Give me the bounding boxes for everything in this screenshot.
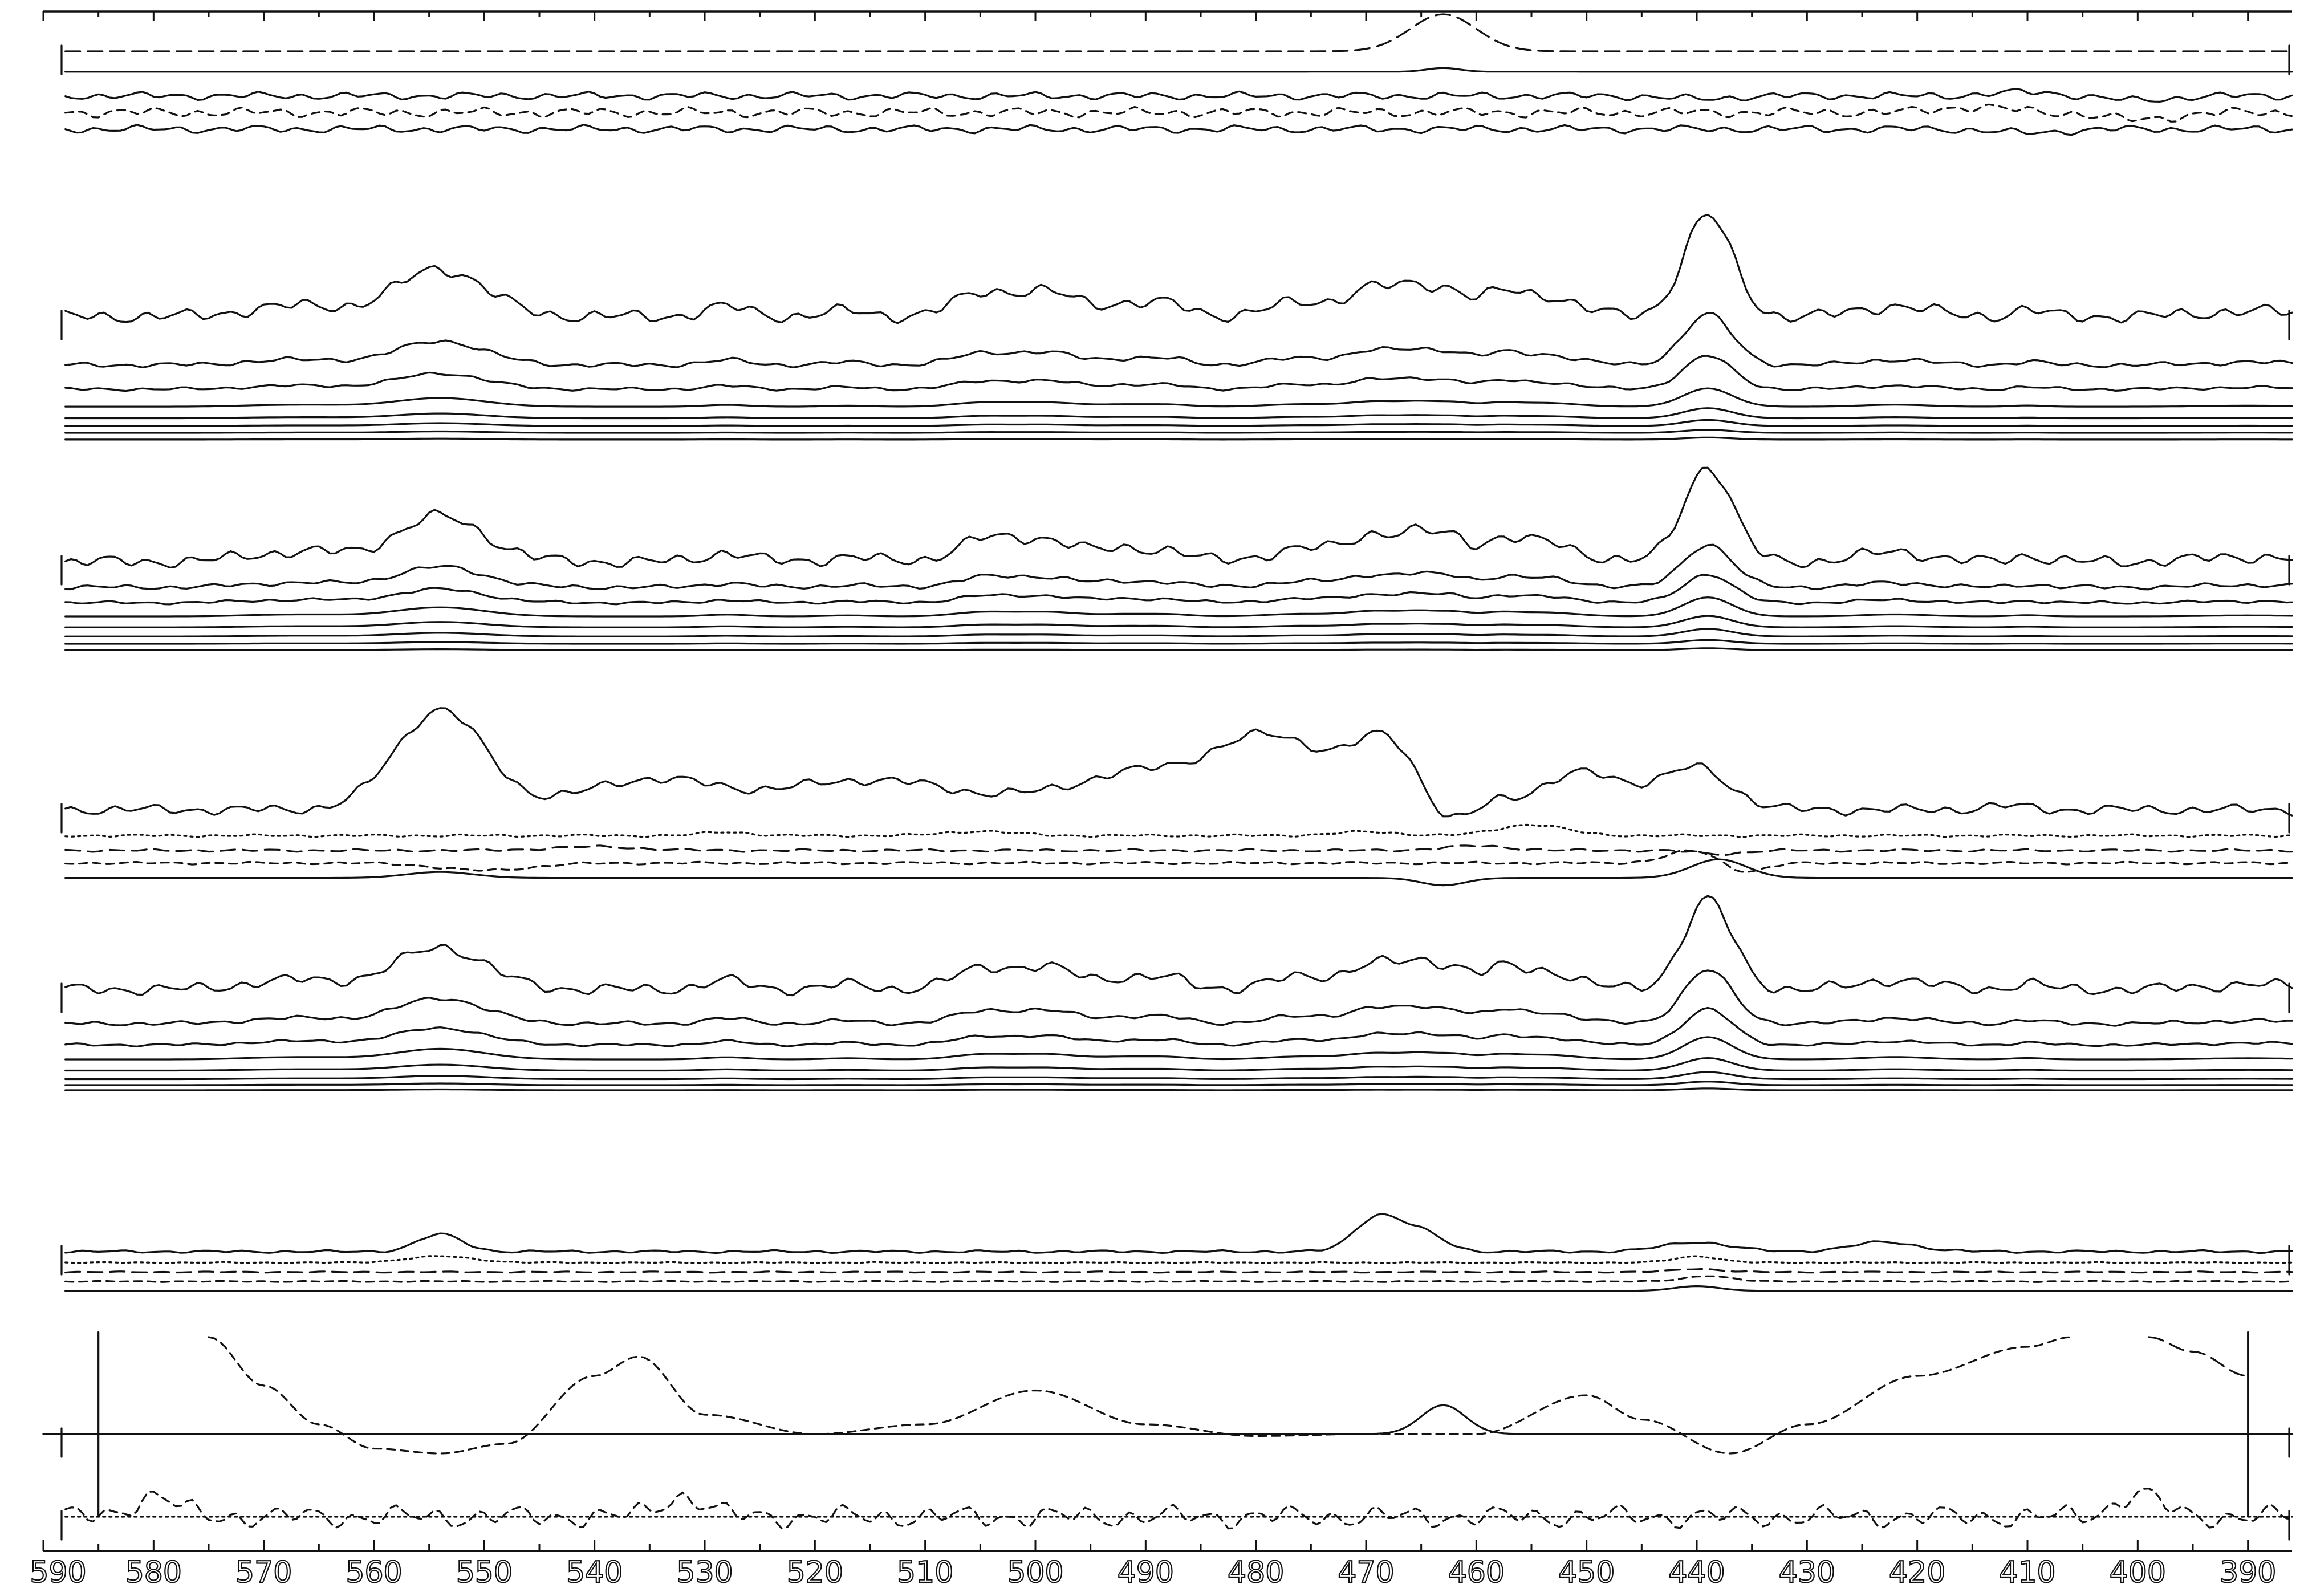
panel-2-series-2 bbox=[64, 312, 2293, 368]
tick-label-560: 560 bbox=[346, 1556, 402, 1590]
panel-3-series-4 bbox=[64, 596, 2293, 618]
panel-2-series-7 bbox=[64, 429, 2293, 434]
tick-label-430: 430 bbox=[1779, 1556, 1835, 1590]
panel-7 bbox=[42, 1331, 2293, 1518]
panel-2-series-6 bbox=[64, 419, 2293, 427]
panel-4-series-2 bbox=[64, 823, 2293, 838]
panel-1 bbox=[60, 13, 2293, 136]
tick-label-550: 550 bbox=[456, 1556, 513, 1590]
panel-8 bbox=[60, 1488, 2293, 1541]
bottom-ticks bbox=[42, 1540, 2249, 1551]
panel-6 bbox=[60, 1213, 2293, 1292]
panel-3-series-7 bbox=[64, 639, 2293, 645]
tick-label-470: 470 bbox=[1338, 1556, 1394, 1590]
panel-5-series-8 bbox=[64, 1087, 2293, 1091]
tick-label-450: 450 bbox=[1558, 1556, 1615, 1590]
tick-label-390: 390 bbox=[2220, 1556, 2276, 1590]
panel-6-series-4 bbox=[64, 1275, 2293, 1283]
panel-4-series-3 bbox=[64, 844, 2293, 856]
panel-5-series-5 bbox=[64, 1057, 2293, 1072]
panel-4-series-1 bbox=[64, 707, 2293, 818]
panel-5 bbox=[60, 895, 2293, 1091]
panel-5-series-1 bbox=[64, 895, 2293, 997]
panel-6-series-5 bbox=[64, 1285, 2293, 1292]
wavelength-axis: 590 580 570 560 550 540 530 520 510 500 490 480 470 4… bbox=[29, 10, 2292, 1590]
tick-label-540: 540 bbox=[566, 1556, 623, 1590]
panel-7-series-2 bbox=[208, 1336, 2073, 1455]
panel-3-series-8 bbox=[64, 647, 2293, 651]
panel-1-series-1 bbox=[64, 13, 2293, 52]
panel-3-series-3 bbox=[64, 574, 2293, 606]
tick-label-420: 420 bbox=[1889, 1556, 1945, 1590]
panel-2 bbox=[60, 213, 2293, 441]
tick-label-440: 440 bbox=[1668, 1556, 1725, 1590]
panel-4-series-4 bbox=[64, 849, 2293, 873]
panel-3-series-5 bbox=[64, 615, 2293, 628]
panel-4 bbox=[60, 707, 2293, 887]
tick-label-580: 580 bbox=[125, 1556, 182, 1590]
panel-5-series-7 bbox=[64, 1081, 2293, 1086]
panel-5-series-4 bbox=[64, 1036, 2293, 1061]
tick-label-460: 460 bbox=[1448, 1556, 1505, 1590]
panel-4-series-5 bbox=[64, 858, 2293, 887]
spectra-panels bbox=[42, 13, 2293, 1541]
panel-6-series-2 bbox=[64, 1255, 2293, 1264]
panel-2-series-1 bbox=[64, 213, 2293, 324]
panel-2-series-3 bbox=[64, 355, 2293, 392]
panel-3-series-1 bbox=[64, 466, 2293, 569]
panel-1-series-3 bbox=[64, 88, 2293, 103]
panel-6-series-1 bbox=[64, 1213, 2293, 1254]
panel-2-series-8 bbox=[64, 436, 2293, 441]
panel-1-series-2 bbox=[64, 67, 2293, 73]
panel-5-series-2 bbox=[64, 969, 2293, 1027]
panel-1-series-4 bbox=[64, 103, 2293, 123]
tick-label-400: 400 bbox=[2110, 1556, 2166, 1590]
tick-label-410: 410 bbox=[1999, 1556, 2055, 1590]
panel-5-series-6 bbox=[64, 1071, 2293, 1081]
panel-2-series-4 bbox=[64, 387, 2293, 408]
tick-label-490: 490 bbox=[1118, 1556, 1174, 1590]
tick-label-530: 530 bbox=[676, 1556, 733, 1590]
panel-3 bbox=[60, 466, 2293, 651]
panel-8-series-2 bbox=[64, 1488, 2293, 1530]
tick-label-590: 590 bbox=[30, 1556, 86, 1590]
panel-1-series-5 bbox=[64, 124, 2293, 136]
panel-3-series-2 bbox=[64, 543, 2293, 591]
tick-label-520: 520 bbox=[787, 1556, 843, 1590]
panel-6-series-3 bbox=[64, 1268, 2293, 1274]
tick-label-570: 570 bbox=[235, 1556, 292, 1590]
panel-3-series-6 bbox=[64, 628, 2293, 637]
top-ticks bbox=[42, 11, 2249, 21]
tick-label-480: 480 bbox=[1228, 1556, 1284, 1590]
tick-label-510: 510 bbox=[897, 1556, 953, 1590]
tick-label-500: 500 bbox=[1007, 1556, 1063, 1590]
panel-5-series-3 bbox=[64, 1006, 2293, 1047]
panel-7-series-3 bbox=[2148, 1336, 2249, 1377]
tick-labels: 590 580 570 560 550 540 530 520 510 500 490 480 470 4… bbox=[29, 1555, 2277, 1590]
panel-7-series-1 bbox=[42, 1404, 2293, 1435]
panel-2-series-5 bbox=[64, 407, 2293, 420]
